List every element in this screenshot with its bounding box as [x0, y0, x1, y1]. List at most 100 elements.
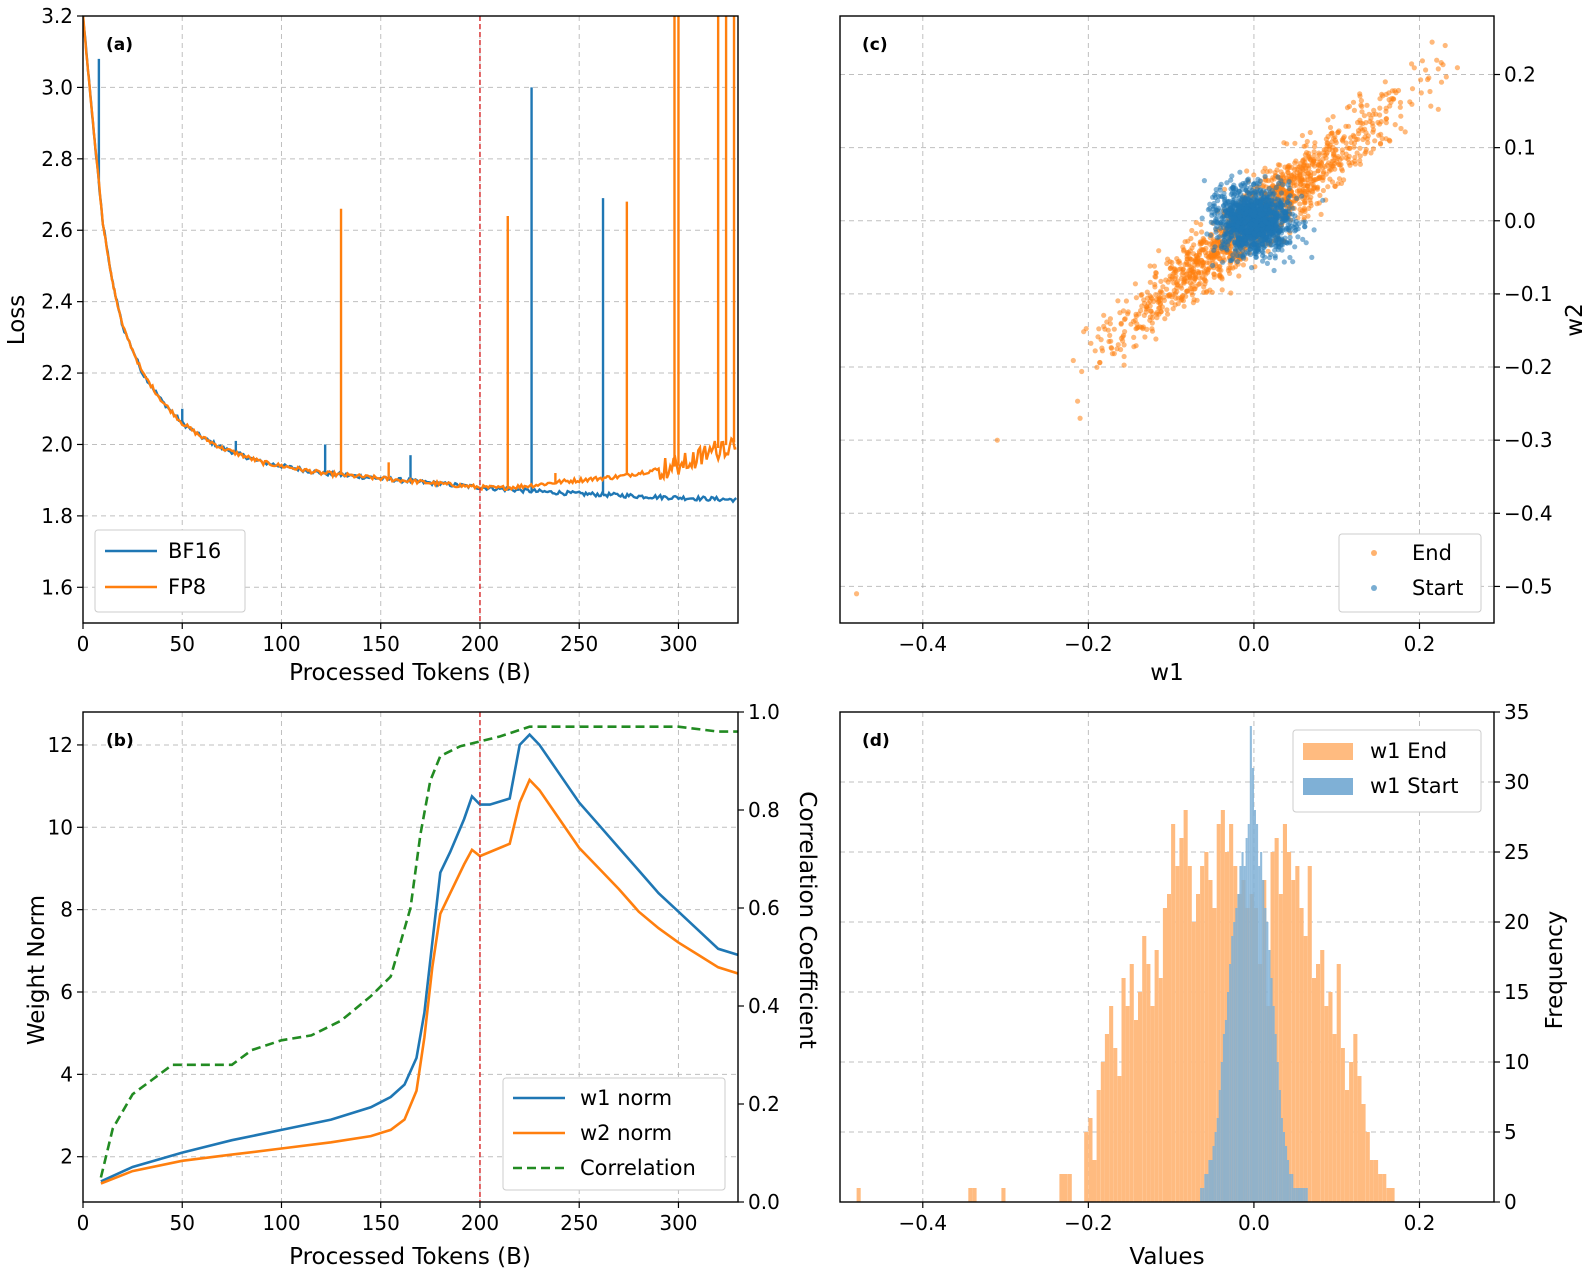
x-tick-label: 50 [170, 632, 195, 656]
scatter-point-end [1325, 184, 1331, 190]
scatter-point-end [1351, 134, 1357, 140]
scatter-point-end [1147, 279, 1153, 285]
hist-bar [1150, 1006, 1155, 1202]
scatter-point-start [1237, 213, 1243, 219]
legend-label-end: End [1412, 541, 1452, 565]
scatter-point-end [1133, 311, 1139, 317]
hist-bar [1196, 894, 1201, 1202]
scatter-point-end [1171, 266, 1177, 272]
scatter-point-end [1194, 297, 1200, 303]
scatter-point-start [1201, 178, 1207, 184]
scatter-point-end [1382, 79, 1388, 85]
hist-bar [1260, 852, 1263, 1202]
scatter-point-end [1297, 206, 1303, 213]
scatter-point-end [1425, 76, 1431, 83]
scatter-point-start [1211, 203, 1218, 209]
hist-bar [1278, 894, 1283, 1202]
scatter-point-start [1212, 244, 1218, 250]
scatter-point-start [1211, 220, 1217, 226]
hist-w1-start [1200, 726, 1308, 1202]
scatter-point-end [1409, 61, 1415, 67]
hist-bar [1340, 1048, 1345, 1202]
scatter-point-start [1260, 238, 1266, 244]
legend-label-w2-norm: w2 norm [580, 1121, 672, 1145]
scatter-point-start [1232, 246, 1238, 252]
scatter-point-start [1253, 199, 1259, 205]
scatter-point-start [1250, 212, 1256, 218]
hist-bar [1212, 908, 1217, 1202]
scatter-point-end [1339, 168, 1345, 174]
scatter-point-end [1397, 99, 1404, 106]
scatter-point-start [1218, 219, 1224, 226]
scatter-point-start [1263, 188, 1269, 195]
scatter-point-start [1222, 194, 1228, 200]
scatter-point-end [1338, 180, 1345, 186]
scatter-point-end [1092, 348, 1098, 354]
scatter-point-start [1224, 247, 1230, 253]
scatter-point-end [1363, 146, 1369, 153]
scatter-point-end [1148, 308, 1154, 314]
panel-b-frame [82, 711, 739, 1203]
scatter-point-end [1409, 86, 1416, 92]
hist-bar [1247, 824, 1250, 1202]
x-tick-label: 0.2 [1404, 1211, 1436, 1235]
scatter-point-start [1230, 252, 1236, 258]
scatter-point-end [1240, 262, 1246, 268]
hist-bar [1291, 1174, 1294, 1202]
scatter-point-start [1236, 234, 1242, 240]
panel-d-legend: w1 End w1 Start [1292, 729, 1482, 813]
scatter-point-end [1143, 306, 1149, 312]
scatter-point-start [1287, 193, 1293, 199]
scatter-point-end [1312, 140, 1318, 146]
scatter-point-end [1164, 286, 1170, 292]
scatter-point-start [1250, 203, 1256, 209]
scatter-point-end [1337, 157, 1343, 163]
legend-label-bf16: BF16 [168, 539, 221, 563]
scatter-point-start [1274, 218, 1280, 224]
scatter-point-end [1211, 271, 1217, 278]
scatter-point-end [1108, 338, 1114, 344]
scatter-point-end [1377, 112, 1383, 118]
panel-a-xlabel: Processed Tokens (B) [289, 660, 531, 686]
scatter-point-start [1273, 223, 1280, 229]
scatter-point-end [1153, 270, 1159, 276]
scatter-point-end [1302, 188, 1308, 194]
scatter-point-start [1272, 255, 1278, 261]
scatter-point-end [1147, 314, 1153, 320]
scatter-point-start [1243, 180, 1249, 186]
hist-bar [1229, 964, 1232, 1202]
scatter-point-end [1317, 192, 1323, 198]
hist-bar [1289, 1174, 1292, 1202]
scatter-point-end [1121, 362, 1127, 368]
hist-bar [1274, 1034, 1277, 1202]
series-line-bf16 [83, 16, 738, 504]
scatter-point-end [1370, 112, 1376, 118]
y-tick-label: −0.5 [1504, 574, 1553, 598]
y-tick-label: 1.8 [41, 504, 73, 528]
hist-bar [1299, 1188, 1302, 1202]
scatter-point-end [1214, 239, 1220, 245]
scatter-point-end [1303, 143, 1309, 149]
scatter-point-end [1165, 311, 1171, 317]
hist-bar [1067, 1174, 1072, 1202]
hist-bar [1369, 1160, 1374, 1202]
scatter-point-end [1363, 130, 1369, 136]
scatter-point-end [1121, 353, 1127, 360]
scatter-point-start [1269, 201, 1275, 207]
scatter-point-start [1273, 184, 1279, 191]
scatter-point-end [1191, 286, 1197, 292]
scatter-point-start [1278, 190, 1285, 196]
scatter-point-end [1359, 109, 1365, 115]
scatter-point-end [1207, 241, 1213, 247]
scatter-point-start [1227, 234, 1233, 240]
scatter-point-end [1315, 168, 1321, 174]
scatter-point-end [1197, 275, 1203, 281]
scatter-point-start [1213, 187, 1219, 193]
scatter-point-start [1271, 267, 1277, 274]
panel-d-ylabel: Frequency [1542, 911, 1568, 1030]
scatter-point-start [1292, 213, 1298, 219]
y-tick-label: 35 [1504, 700, 1529, 724]
hist-bar [1125, 1006, 1130, 1202]
scatter-point-end [1351, 144, 1357, 150]
hist-bar [1336, 964, 1341, 1202]
